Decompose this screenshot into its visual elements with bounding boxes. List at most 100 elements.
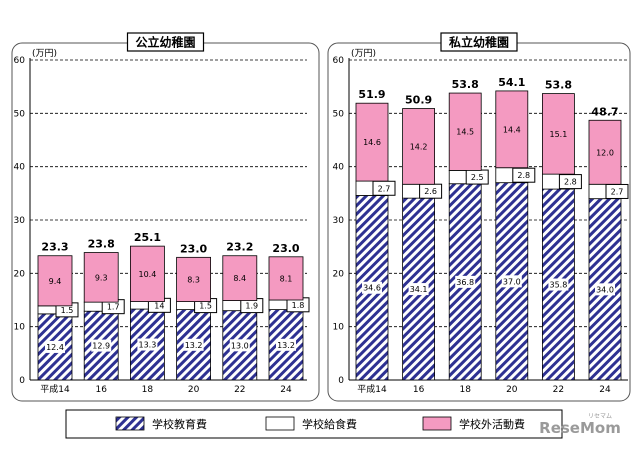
data-label: 9.3 <box>95 273 108 282</box>
y-tick-label: 40 <box>14 163 26 173</box>
data-label: 35.8 <box>549 281 567 290</box>
bar-stack: 13.2 1.8 8.1 23.0 24 <box>268 242 310 395</box>
data-label: 8.3 <box>187 275 200 284</box>
bar-stack: 34.1 2.6 14.2 50.9 16 <box>402 94 443 395</box>
bar-stack: 13.0 1.9 8.4 23.2 22 <box>222 241 264 395</box>
x-tick-label: 16 <box>413 385 425 395</box>
y-tick-label: 20 <box>333 269 345 279</box>
data-label: 1.5 <box>199 302 212 311</box>
data-label-box <box>512 167 536 183</box>
data-label: 13.2 <box>277 341 295 350</box>
data-label-bg <box>229 339 250 352</box>
total-label: 23.3 <box>41 241 68 254</box>
data-label: 13.2 <box>185 341 203 350</box>
data-label: 36.8 <box>456 278 474 287</box>
data-label-bg <box>362 281 382 294</box>
y-unit-label: (万円) <box>32 48 57 59</box>
bar-stack: 34.6 2.7 14.6 51.9 平成14 <box>355 88 396 395</box>
x-tick-label: 16 <box>95 385 107 395</box>
bar-segment <box>37 255 73 307</box>
data-label: 9.4 <box>49 277 62 286</box>
x-tick-label: 平成14 <box>40 383 70 395</box>
bar-stack: 37.0 2.8 14.4 54.1 20 <box>495 76 536 395</box>
bar-stack: 12.9 1.7 9.3 23.8 16 <box>83 238 125 395</box>
data-label: 12.0 <box>596 148 614 157</box>
data-label-bg <box>45 340 65 353</box>
legend-label: 学校外活動費 <box>459 417 525 431</box>
data-label: 2.7 <box>611 187 624 196</box>
data-label-bg <box>595 283 615 296</box>
y-tick-label: 40 <box>333 163 345 173</box>
watermark-text: ReseMom <box>539 419 621 437</box>
y-tick-label: 30 <box>333 216 345 226</box>
legend-label: 学校給食費 <box>302 417 357 431</box>
data-label-bg <box>501 275 522 288</box>
data-label-box <box>558 174 582 190</box>
legend: 学校教育費 学校給食費 学校外活動費 <box>65 409 563 439</box>
legend-swatch <box>115 416 145 431</box>
data-label: 14.4 <box>503 125 521 134</box>
chart-panel-1: 公立幼稚園 (万円) 0 10 20 30 40 50 60 12.4 1.5 9.4 23.3 平成14… <box>11 32 320 402</box>
x-tick-label: 20 <box>188 385 200 395</box>
data-label: 34.0 <box>596 285 614 294</box>
bar-segment <box>129 245 165 302</box>
bar-stack: 12.4 1.5 9.4 23.3 平成14 <box>37 241 79 395</box>
data-label-bg <box>408 283 429 296</box>
data-label: 14.5 <box>456 128 474 137</box>
y-tick-label: 0 <box>338 376 344 386</box>
y-tick-label: 60 <box>333 56 345 66</box>
y-tick-label: 50 <box>333 109 345 119</box>
chart-panel-2: 私立幼稚園 (万円) 0 10 20 30 40 50 60 34.6 2.7 14.6 51.9 平成1… <box>327 32 631 402</box>
y-tick-label: 50 <box>14 109 26 119</box>
y-tick-label: 60 <box>14 56 26 66</box>
data-label: 13.3 <box>138 341 156 350</box>
data-label: 37.0 <box>503 277 521 286</box>
legend-swatch <box>265 416 295 431</box>
bar-stack: 34.0 2.7 12.0 48.7 24 <box>588 105 629 395</box>
y-unit-label: (万円) <box>351 48 376 59</box>
data-label-bg <box>455 275 476 288</box>
bar-segment <box>355 102 389 182</box>
total-label: 53.8 <box>452 78 479 91</box>
data-label: 15.1 <box>549 130 567 139</box>
x-tick-label: 22 <box>234 385 245 395</box>
data-label: 8.1 <box>280 274 293 283</box>
x-tick-label: 20 <box>506 385 518 395</box>
x-tick-label: 平成14 <box>357 383 387 395</box>
data-label: 2.8 <box>517 171 530 180</box>
x-tick-label: 22 <box>553 385 564 395</box>
data-label: 10.4 <box>138 270 156 279</box>
bar-stack: 36.8 2.5 14.5 53.8 18 <box>448 78 489 395</box>
y-tick-label: 10 <box>333 323 345 333</box>
data-label: 34.6 <box>363 284 381 293</box>
watermark-small: リセマム <box>588 413 612 420</box>
bar-segment <box>495 182 529 381</box>
data-label: 34.1 <box>410 285 428 294</box>
data-label: 8.4 <box>233 274 246 283</box>
bar-segment <box>83 252 119 303</box>
legend-frame <box>65 409 563 439</box>
data-label: 1.8 <box>292 301 305 310</box>
bar-stack: 35.8 2.8 15.1 53.8 22 <box>542 79 582 395</box>
x-tick-label: 18 <box>142 385 154 395</box>
legend-swatch <box>422 416 452 431</box>
data-label-bg <box>548 278 569 291</box>
total-label: 23.0 <box>180 242 207 255</box>
data-label: 14 <box>154 301 164 310</box>
panel-title-box <box>126 32 205 52</box>
total-label: 54.1 <box>498 76 525 89</box>
total-label: 23.2 <box>226 241 253 254</box>
bar-segment <box>402 108 436 185</box>
data-label-bg <box>91 339 112 352</box>
y-tick-label: 10 <box>14 323 26 333</box>
bar-stack: 13.3 14 10.4 25.1 18 <box>129 231 171 395</box>
panel-title: 私立幼稚園 <box>448 35 509 50</box>
data-label-bg <box>183 338 204 351</box>
data-label: 1.5 <box>61 306 74 315</box>
data-label: 12.9 <box>92 342 110 351</box>
total-label: 25.1 <box>134 231 161 244</box>
panel-title-box <box>440 32 518 52</box>
bar-segment <box>495 90 529 169</box>
